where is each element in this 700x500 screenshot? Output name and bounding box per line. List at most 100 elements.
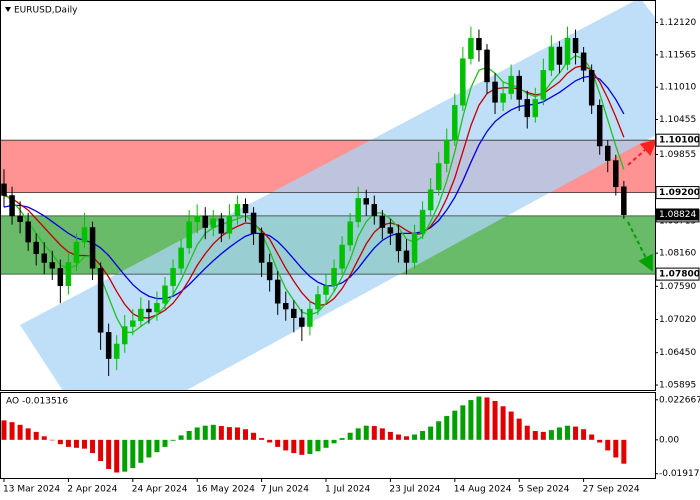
ao-bar xyxy=(194,427,200,440)
ao-bar xyxy=(508,411,514,440)
ao-bar xyxy=(589,434,595,440)
candle-body xyxy=(621,186,627,215)
candle-body xyxy=(572,38,579,54)
y-tick-label: 1.07020 xyxy=(659,315,696,325)
ao-bar xyxy=(33,431,39,440)
ao-bar xyxy=(243,429,248,440)
ao-bar xyxy=(73,439,79,448)
candle-body xyxy=(113,343,120,359)
y-tick-label: 1.11565 xyxy=(659,50,696,60)
candle-body xyxy=(97,268,104,333)
candle-body xyxy=(596,104,603,147)
y-tick-label: 0.022667 xyxy=(659,395,700,405)
level-box xyxy=(655,267,700,281)
candle-body xyxy=(178,247,184,269)
y-tick-label: 1.09855 xyxy=(659,150,696,160)
candle-body xyxy=(323,285,329,295)
level-label: 1.10100 xyxy=(659,136,700,146)
ao-bar xyxy=(581,429,587,440)
ao-bar xyxy=(299,439,305,455)
candle-body xyxy=(170,268,176,287)
candle-body xyxy=(283,302,289,310)
level-label: 1.09200 xyxy=(659,188,700,198)
candle-body xyxy=(25,221,31,243)
ao-bar xyxy=(516,418,522,440)
ao-bar xyxy=(146,439,152,458)
candle-body xyxy=(105,332,112,359)
ao-bar xyxy=(25,428,31,440)
candle-body xyxy=(33,241,39,254)
ao-bar xyxy=(234,427,240,440)
ao-bar xyxy=(420,430,426,440)
ao-bar xyxy=(613,439,619,458)
candle-body xyxy=(81,227,88,243)
candle-body xyxy=(427,189,434,211)
candle-body xyxy=(387,227,394,234)
candle-body xyxy=(194,215,200,222)
ao-bar xyxy=(524,425,530,440)
candle-body xyxy=(532,99,539,118)
candle-body xyxy=(379,215,386,228)
ao-title: AO -0.013516 xyxy=(6,397,68,407)
ao-bar xyxy=(597,439,603,443)
x-tick-label: 2 Apr 2024 xyxy=(67,485,117,495)
x-tick-label: 5 Sep 2024 xyxy=(518,485,570,495)
ao-bar xyxy=(468,400,474,440)
candle-body xyxy=(613,160,619,188)
candle-body xyxy=(57,268,64,287)
ao-bar xyxy=(170,439,176,441)
ao-bar xyxy=(428,426,434,440)
ao-bar xyxy=(460,405,466,440)
ao-bar xyxy=(379,428,385,440)
candle-body xyxy=(250,212,257,234)
candle-body xyxy=(291,308,297,319)
y-tick-label: 1.08160 xyxy=(659,249,696,259)
ao-frame xyxy=(0,392,656,479)
ao-bar xyxy=(323,439,329,448)
ao-bar xyxy=(162,439,168,447)
ao-bar xyxy=(106,439,112,469)
candle-body xyxy=(122,326,128,345)
ao-bar xyxy=(363,425,369,440)
moving-average xyxy=(3,75,625,300)
candle-body xyxy=(355,198,361,222)
ao-bar xyxy=(17,424,23,440)
candle-body xyxy=(435,163,442,190)
ao-bar xyxy=(307,439,313,454)
candle-body xyxy=(363,198,369,205)
level-box xyxy=(655,186,700,200)
candle-body xyxy=(395,233,402,252)
ao-bar xyxy=(251,432,257,440)
candle-body xyxy=(49,262,56,269)
candle-body xyxy=(162,285,168,304)
x-tick-label: 14 Aug 2024 xyxy=(454,485,512,495)
last-price-label: 1.08824 xyxy=(659,210,696,220)
candle-body xyxy=(138,308,144,321)
candle-body xyxy=(9,195,15,217)
ao-bar xyxy=(500,406,506,440)
ao-bar xyxy=(565,425,570,440)
ao-bar xyxy=(49,439,55,441)
candle-body xyxy=(202,215,208,228)
candle-body xyxy=(218,218,225,234)
y-tick-label: 0.00 xyxy=(659,435,679,445)
level-box xyxy=(655,133,700,147)
candle-body xyxy=(500,93,506,103)
ao-bar xyxy=(331,439,337,444)
candle-body xyxy=(371,203,378,217)
x-tick-label: 7 Jun 2024 xyxy=(261,485,310,495)
ao-bar xyxy=(267,439,273,443)
candle-body xyxy=(339,244,345,269)
x-tick-label: 16 May 2024 xyxy=(196,485,255,495)
candle-body xyxy=(476,38,482,51)
candle-body xyxy=(516,75,522,100)
candle-body xyxy=(419,209,426,234)
candle-body xyxy=(315,294,321,310)
ao-bar xyxy=(114,439,120,473)
candle-body xyxy=(1,183,7,196)
level-label: 1.07800 xyxy=(659,270,700,280)
candle-body xyxy=(331,268,337,287)
candle-body xyxy=(226,215,233,234)
